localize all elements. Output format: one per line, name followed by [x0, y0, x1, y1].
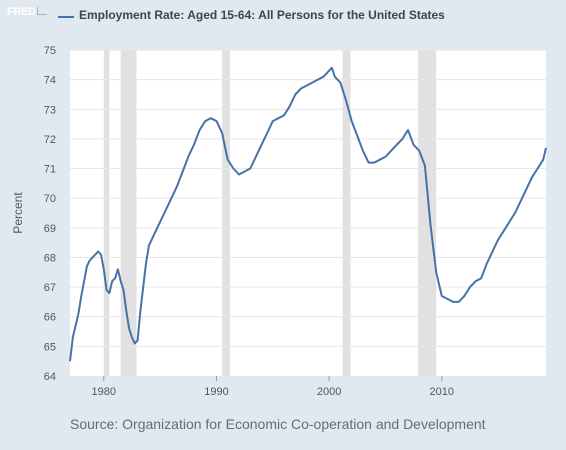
recession-band: [418, 50, 437, 376]
legend-line-swatch: [58, 16, 74, 18]
x-tick-label: 1990: [204, 386, 228, 398]
y-tick-label: 67: [44, 282, 56, 294]
y-tick-label: 68: [44, 252, 56, 264]
recession-band: [342, 50, 351, 376]
y-tick-label: 72: [44, 134, 56, 146]
y-tick-label: 65: [44, 341, 56, 353]
x-axis: 1980 1990 2000 2010: [92, 376, 454, 398]
source-note: Source: Organization for Economic Co-ope…: [70, 416, 486, 432]
y-tick-label: 70: [44, 193, 56, 205]
y-tick-label: 73: [44, 104, 56, 116]
recession-band: [222, 50, 230, 376]
chart-title: Employment Rate: Aged 15-64: All Persons…: [79, 8, 445, 22]
y-axis-label: Percent: [11, 192, 25, 234]
chart: 64 65 66 67 68 69 70 71 72 73 74 75 1980 1990 2000 201…: [11, 45, 547, 398]
y-tick-label: 69: [44, 223, 56, 235]
y-axis: 64 65 66 67 68 69 70 71 72 73 74 75: [44, 45, 56, 383]
gridlines: [70, 49, 546, 347]
series-line[interactable]: [69, 66, 547, 362]
y-tick-label: 66: [44, 312, 56, 324]
x-tick-label: 1980: [92, 386, 116, 398]
y-tick-label: 71: [44, 164, 56, 176]
x-tick-label: 2000: [317, 386, 341, 398]
y-tick-label: 74: [44, 75, 56, 87]
fred-logo-text: FRED: [7, 6, 36, 18]
y-tick-label: 64: [44, 371, 56, 383]
recession-band: [103, 50, 110, 376]
plot-area: [70, 50, 546, 376]
y-tick-label: 75: [44, 45, 56, 57]
fred-logo[interactable]: FRED: [7, 6, 47, 18]
x-tick-label: 2010: [430, 386, 454, 398]
chart-mini-icon: [36, 7, 47, 15]
